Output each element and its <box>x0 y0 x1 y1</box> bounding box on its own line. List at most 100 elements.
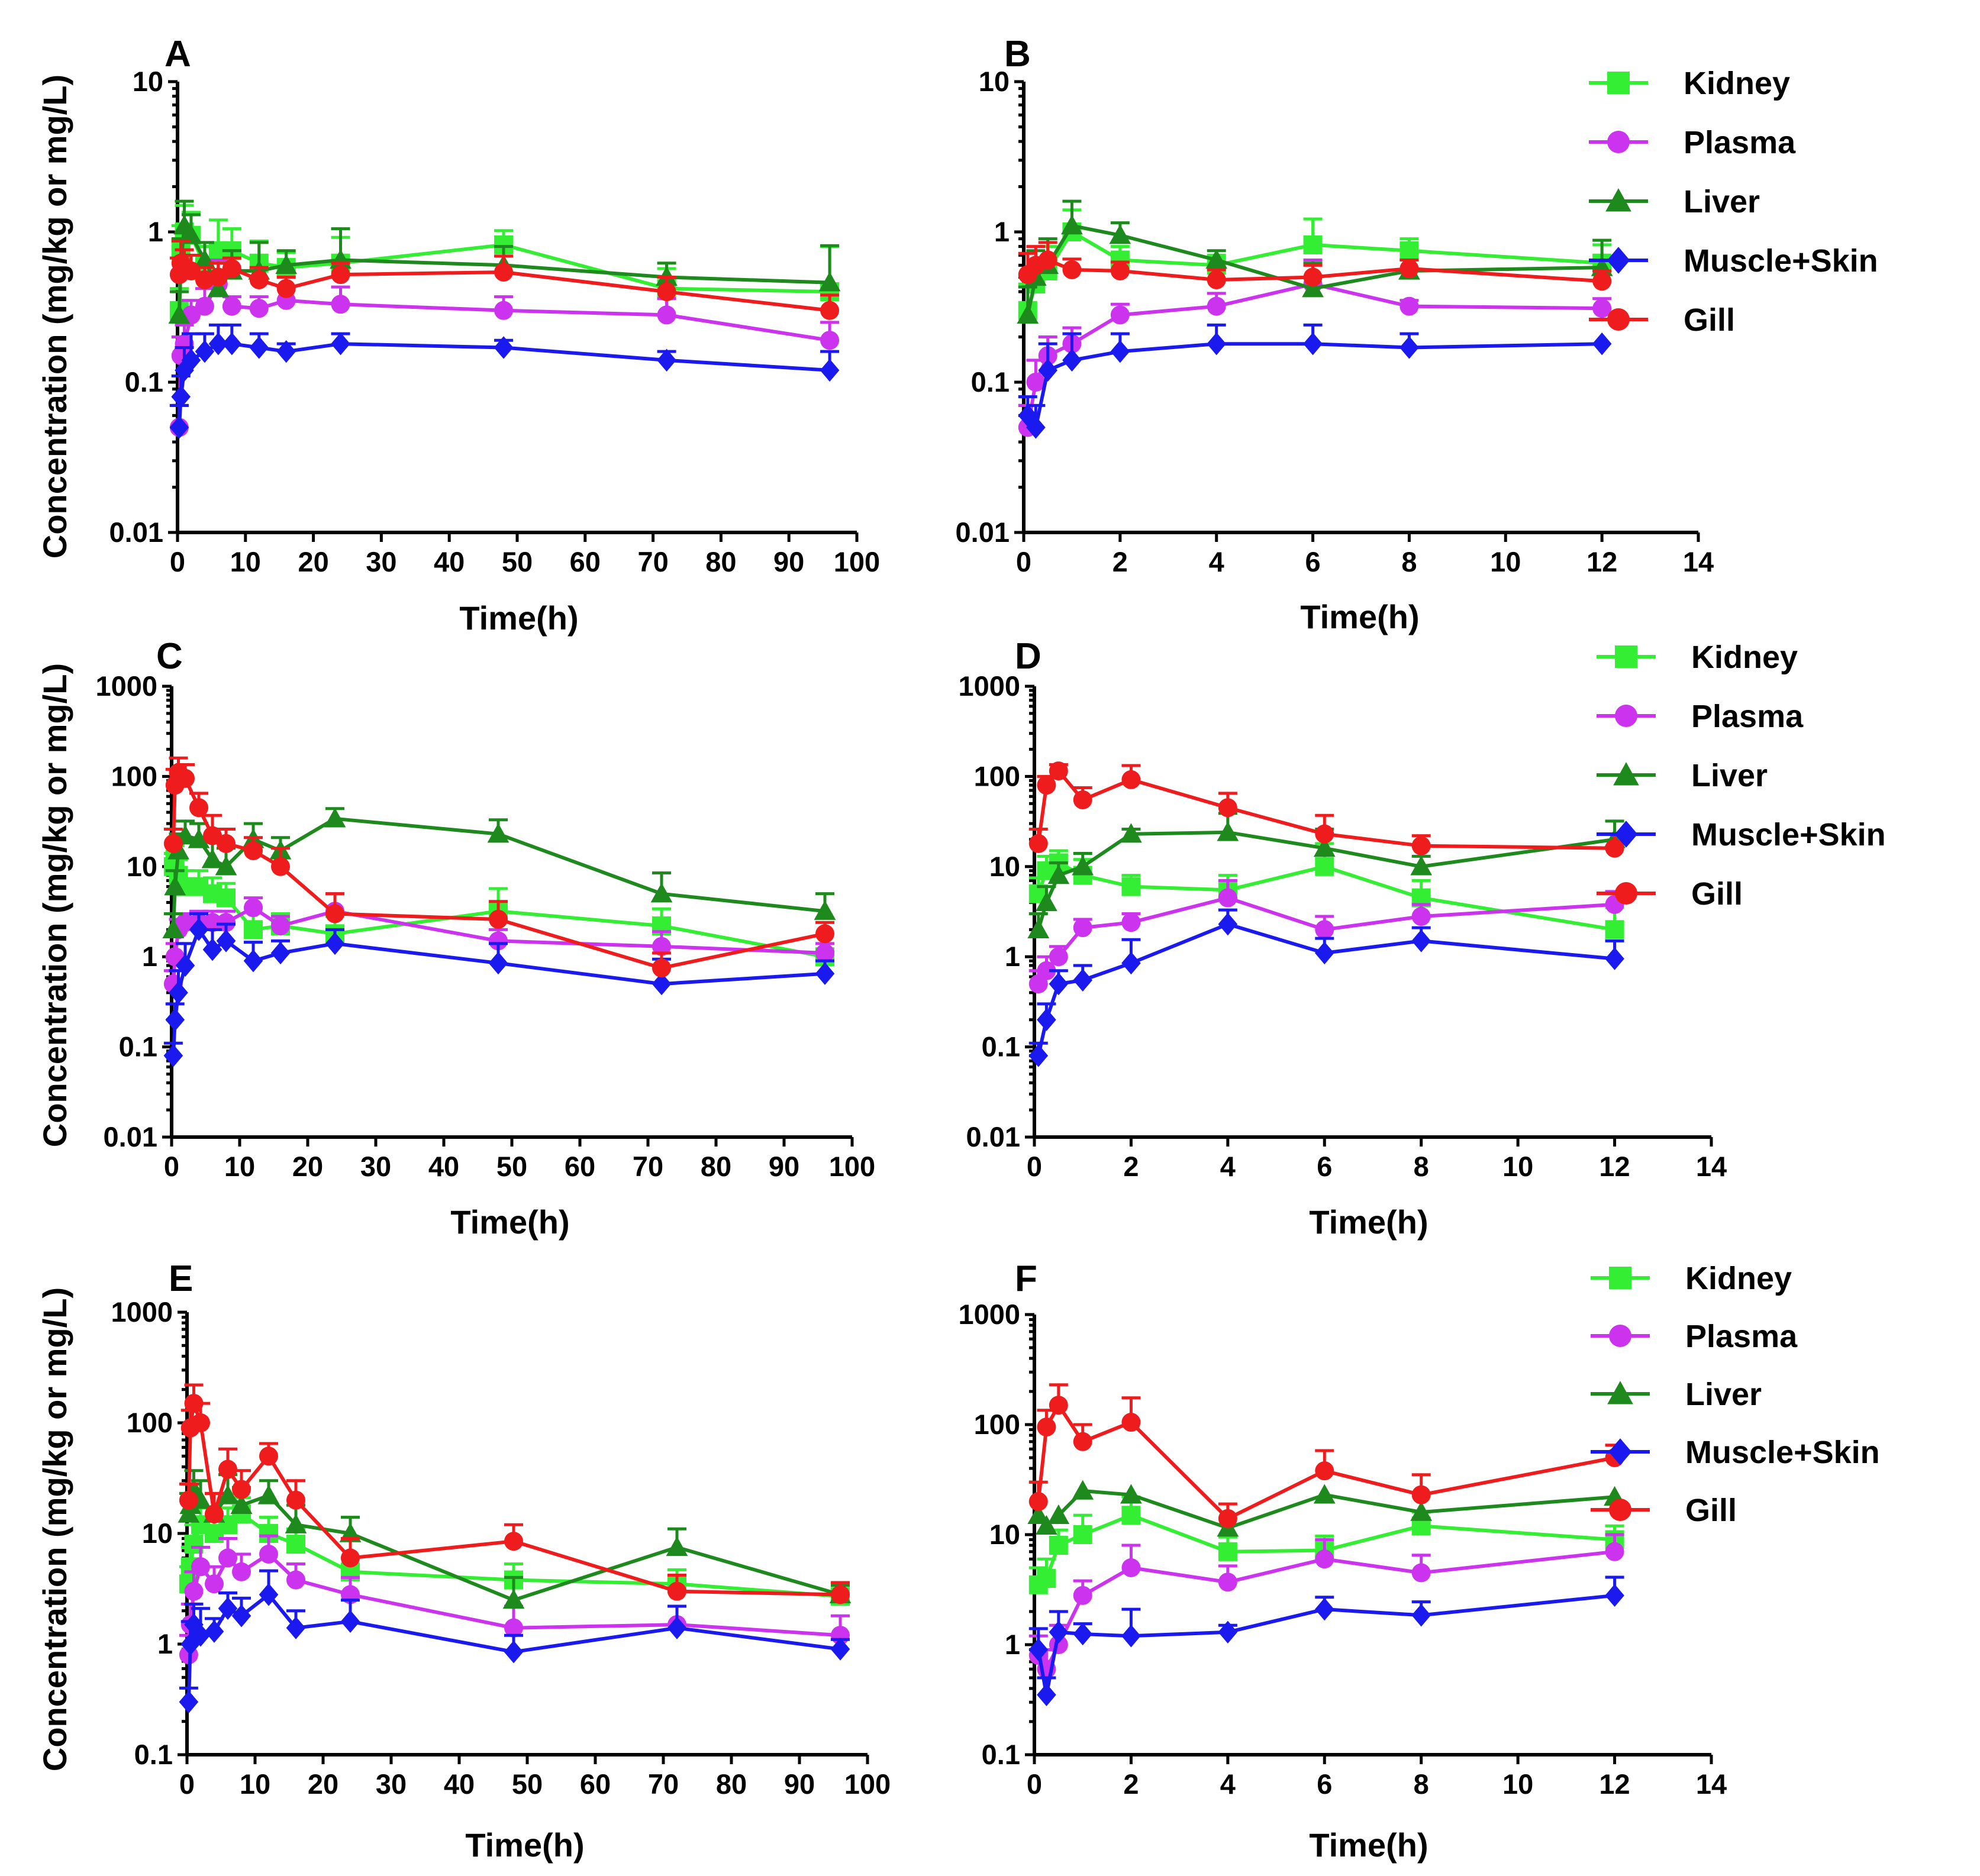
panel-f-series-muscle-skin <box>1028 1575 1624 1707</box>
panel-f-letter: F <box>1015 1258 1037 1299</box>
legend-gill-marker <box>1609 1499 1631 1521</box>
panel-b-plasma-point <box>1026 373 1046 392</box>
panel-b-x-tick-label: 0 <box>1016 546 1031 577</box>
panel-b-x-tick-label: 10 <box>1490 546 1521 577</box>
panel-d-gill-point <box>1411 836 1431 855</box>
panel-c-gill-point <box>489 909 508 929</box>
panel-f-x-tick-label: 10 <box>1502 1768 1533 1800</box>
panel-c-gill-point <box>652 958 671 978</box>
panel-c-plasma-point <box>271 916 290 936</box>
panel-a-plasma-point <box>820 331 840 350</box>
panel-f-liver-point <box>1047 1504 1070 1524</box>
panel-f-gill-point <box>1218 1509 1237 1528</box>
panel-c-muscle-skin-point <box>815 962 835 985</box>
legend-plasma-label: Plasma <box>1685 1319 1798 1354</box>
panel-f-kidney-point <box>1218 1542 1237 1561</box>
panel-c-y-axis-title: Concentration (mg/kg or mg/L) <box>36 663 73 1147</box>
panel-b-muscle-skin-point <box>1399 336 1419 359</box>
panel-d-plasma-point <box>1315 920 1334 939</box>
panel-a-y-tick-label: 0.01 <box>109 516 163 548</box>
panel-c-muscle-skin-point <box>325 932 345 955</box>
legend-muscle-skin-marker <box>1608 1438 1632 1465</box>
panel-b-y-tick-label: 1 <box>994 216 1010 247</box>
panel-c-x-tick-label: 50 <box>496 1151 527 1182</box>
panel-c-muscle-skin-point <box>189 918 209 941</box>
panel-a-y-tick-label: 10 <box>133 66 163 97</box>
panel-e-muscle-skin-point <box>179 1690 199 1713</box>
panel-d-liver-point <box>1313 837 1336 857</box>
panel-c-liver-point <box>201 848 224 868</box>
panel-f-muscle-skin-point <box>1605 1584 1624 1607</box>
panel-d-x-tick-label: 14 <box>1696 1151 1727 1182</box>
panel-a-muscle-skin-point <box>276 340 296 363</box>
panel-e-muscle-skin-point <box>231 1604 251 1628</box>
panel-f-liver-point <box>1027 1504 1050 1524</box>
legend-muscle-skin-label: Muscle+Skin <box>1684 243 1878 279</box>
panel-e-x-tick-label: 10 <box>240 1768 270 1800</box>
panel-b-muscle-skin-point <box>1207 332 1227 356</box>
panel-e-plasma-point <box>259 1544 278 1564</box>
panel-c-liver-point <box>188 828 210 848</box>
panel-b-gill-point <box>1592 272 1612 291</box>
panel-d-x-tick-label: 8 <box>1414 1151 1429 1182</box>
panel-b-gill-point <box>1110 261 1130 280</box>
panel-a-x-tick-label: 80 <box>705 546 736 577</box>
panel-e-x-tick-label: 60 <box>580 1768 611 1800</box>
panel-a-x-tick-label: 10 <box>230 546 261 577</box>
panel-c-plasma-point <box>815 943 834 963</box>
legend-liver-marker <box>1605 188 1631 212</box>
panel-f-liver-point <box>1313 1484 1336 1504</box>
panel-e-muscle-skin-point <box>667 1616 687 1639</box>
panel-b-x-tick-label: 4 <box>1209 546 1224 577</box>
panel-e-y-tick-label: 10 <box>142 1517 173 1549</box>
panel-f-gill-point <box>1121 1413 1141 1432</box>
panel-b-liver-point <box>1017 304 1039 324</box>
panel-c-plasma-point <box>489 931 508 951</box>
panel-b-muscle-skin-point <box>1592 332 1612 356</box>
panel-d-y-tick-label: 1000 <box>958 670 1020 702</box>
panel-e-x-tick-label: 70 <box>648 1768 679 1800</box>
panel-e-x-tick-label: 90 <box>784 1768 815 1800</box>
panel-d-y-tick-label: 1 <box>1005 941 1020 972</box>
panel-e-liver-point <box>502 1589 525 1609</box>
legend-liver-label: Liver <box>1691 758 1768 793</box>
panel-d-x-axis-title: Time(h) <box>1309 1203 1428 1241</box>
panel-c-muscle-skin-point <box>163 1044 183 1067</box>
panel-c-x-tick-label: 40 <box>428 1151 459 1182</box>
panel-e-liver-point <box>230 1494 253 1514</box>
panel-b-liver-point <box>1205 249 1228 269</box>
panel-a-muscle-skin-point <box>222 332 242 356</box>
panel-d-gill-point <box>1121 770 1141 789</box>
panel-a-muscle-skin-point <box>171 385 191 408</box>
panel-f-muscle-skin-point <box>1073 1622 1093 1646</box>
legend-muscle-skin-marker <box>1614 821 1638 848</box>
panel-a-series-muscle-skin <box>169 323 840 439</box>
panel-e-liver-point <box>285 1513 307 1533</box>
panel-d-gill-point <box>1028 834 1048 853</box>
panel-a-muscle-skin-point <box>331 332 350 356</box>
panel-e-liver-point <box>217 1484 239 1504</box>
panel-d-plasma-point <box>1073 918 1092 938</box>
panel-a-liver-point <box>180 224 202 244</box>
panel-d-gill-point <box>1073 790 1092 809</box>
panel-f-series-liver <box>1027 1480 1626 1537</box>
panel-e-gill-point <box>259 1446 278 1466</box>
panel-b-liver-point <box>1109 224 1131 244</box>
panel-f-muscle-skin-point <box>1314 1597 1334 1621</box>
panel-a-muscle-skin-point <box>494 336 514 359</box>
panel-f-plasma-point <box>1218 1573 1237 1592</box>
legend-kidney-label: Kidney <box>1684 66 1790 101</box>
panel-c-muscle-skin-point <box>270 941 291 965</box>
panel-f-muscle-skin-point <box>1218 1620 1238 1644</box>
panel-f-plasma-point <box>1315 1549 1334 1569</box>
panel-c-y-tick-label: 1000 <box>95 670 157 702</box>
panel-a-plot-area: 0 10 20 30 40 50 60 70 80 90 100 0.01 0.1 1 10 <box>109 66 881 577</box>
panel-e-y-tick-label: 0.1 <box>134 1739 173 1770</box>
panel-d-x-tick-label: 10 <box>1502 1151 1533 1182</box>
panel-d-liver-point <box>1047 864 1070 884</box>
panel-c-x-tick-label: 90 <box>769 1151 799 1182</box>
panel-a-muscle-skin-point <box>208 332 228 356</box>
panel-a-x-tick-label: 90 <box>773 546 804 577</box>
panel-e-plasma-point <box>286 1570 305 1590</box>
